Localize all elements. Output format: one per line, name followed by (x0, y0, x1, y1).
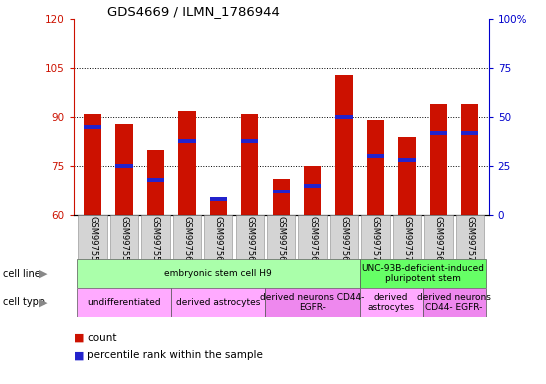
Bar (430, 131, 447, 135)
Text: ■: ■ (74, 350, 84, 360)
Text: GSM997570: GSM997570 (465, 216, 474, 267)
Bar (423, 288, 485, 317)
Bar (272, 190, 290, 194)
Bar (265, 288, 360, 317)
Bar (456, 215, 484, 259)
Text: GSM997556: GSM997556 (120, 216, 128, 267)
Bar (430, 104, 447, 215)
Bar (335, 75, 353, 215)
Text: GDS4669 / ILMN_1786944: GDS4669 / ILMN_1786944 (107, 5, 280, 18)
Text: undifferentiated: undifferentiated (87, 298, 161, 307)
Text: cell line: cell line (3, 268, 40, 279)
Bar (173, 215, 201, 259)
Text: derived
astrocytes: derived astrocytes (367, 293, 415, 312)
Text: GSM997565: GSM997565 (245, 216, 254, 267)
Bar (204, 215, 233, 259)
Bar (84, 125, 101, 129)
Bar (367, 154, 384, 158)
Text: GSM997555: GSM997555 (88, 216, 97, 267)
Bar (398, 158, 416, 162)
Bar (110, 215, 138, 259)
Bar (79, 215, 106, 259)
Bar (461, 131, 478, 135)
Bar (77, 259, 360, 288)
Text: GSM997568: GSM997568 (340, 216, 348, 267)
Text: GSM997571: GSM997571 (371, 216, 380, 267)
Bar (210, 197, 227, 201)
Text: GSM997564: GSM997564 (214, 216, 223, 267)
Text: ▶: ▶ (39, 297, 48, 308)
Bar (360, 288, 423, 317)
Bar (335, 115, 353, 119)
Bar (178, 139, 195, 142)
Text: GSM997569: GSM997569 (434, 216, 443, 267)
Bar (141, 215, 170, 259)
Bar (267, 215, 295, 259)
Text: embryonic stem cell H9: embryonic stem cell H9 (164, 269, 272, 278)
Text: GSM997572: GSM997572 (402, 216, 412, 267)
Bar (398, 137, 416, 215)
Bar (241, 139, 258, 142)
Bar (393, 215, 421, 259)
Text: count: count (87, 333, 117, 343)
Bar (241, 114, 258, 215)
Text: percentile rank within the sample: percentile rank within the sample (87, 350, 263, 360)
Text: cell type: cell type (3, 297, 45, 308)
Bar (115, 164, 133, 168)
Text: GSM997557: GSM997557 (151, 216, 160, 267)
Text: GSM997567: GSM997567 (308, 216, 317, 267)
Bar (178, 111, 195, 215)
Bar (77, 288, 171, 317)
Bar (304, 184, 321, 188)
Text: GSM997566: GSM997566 (277, 216, 286, 267)
Bar (236, 215, 264, 259)
Text: UNC-93B-deficient-induced
pluripotent stem: UNC-93B-deficient-induced pluripotent st… (361, 264, 484, 283)
Bar (115, 124, 133, 215)
Bar (367, 121, 384, 215)
Bar (84, 114, 101, 215)
Bar (461, 104, 478, 215)
Text: ▶: ▶ (39, 268, 48, 279)
Text: GSM997563: GSM997563 (182, 216, 192, 267)
Text: derived neurons
CD44- EGFR-: derived neurons CD44- EGFR- (417, 293, 491, 312)
Bar (424, 215, 453, 259)
Text: ■: ■ (74, 333, 84, 343)
Bar (361, 215, 390, 259)
Bar (299, 215, 327, 259)
Bar (147, 178, 164, 182)
Bar (272, 179, 290, 215)
Bar (171, 288, 265, 317)
Text: derived astrocytes: derived astrocytes (176, 298, 260, 307)
Bar (330, 215, 358, 259)
Bar (147, 150, 164, 215)
Bar (360, 259, 485, 288)
Bar (304, 166, 321, 215)
Bar (210, 199, 227, 215)
Text: derived neurons CD44-
EGFR-: derived neurons CD44- EGFR- (260, 293, 365, 312)
